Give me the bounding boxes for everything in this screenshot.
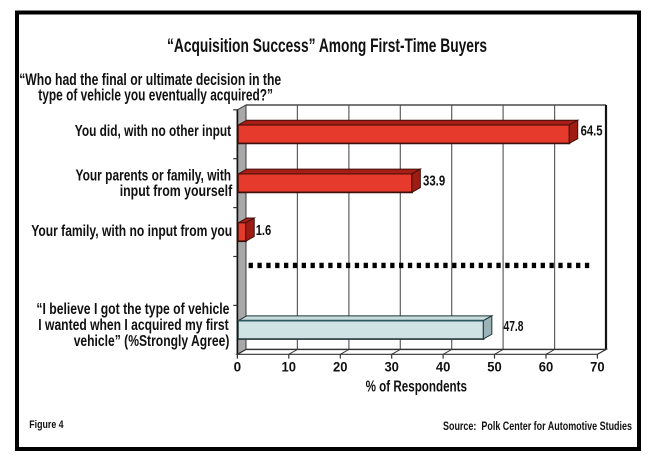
svg-text:“I believe I got the type of v: “I believe I got the type of vehicle: [36, 301, 229, 318]
svg-text:“Who had the final or ultimate: “Who had the final or ultimate decision …: [19, 71, 281, 89]
svg-text:Your parents or family, with: Your parents or family, with: [76, 167, 232, 184]
svg-text:“Acquisition Success” Among Fi: “Acquisition Success” Among First-Time B…: [167, 36, 487, 57]
svg-text:60: 60: [539, 360, 554, 375]
svg-text:64.5: 64.5: [581, 123, 603, 139]
svg-text:Source: Polk Center for Autom: Source: Polk Center for Automotive Studi…: [443, 419, 632, 433]
svg-text:You did, with no other input: You did, with no other input: [75, 123, 231, 140]
svg-text:20: 20: [333, 360, 348, 375]
svg-text:% of Respondents: % of Respondents: [366, 378, 467, 395]
svg-text:Figure 4: Figure 4: [29, 419, 64, 431]
svg-text:vehicle” (%Strongly Agree): vehicle” (%Strongly Agree): [74, 333, 230, 350]
svg-text:40: 40: [436, 360, 451, 375]
svg-text:1.6: 1.6: [256, 223, 272, 239]
svg-text:I wanted when I acquired my fi: I wanted when I acquired my first: [38, 317, 228, 334]
svg-text:0: 0: [234, 360, 242, 375]
svg-text:Your family, with no input fro: Your family, with no input from you: [31, 223, 232, 240]
svg-text:30: 30: [384, 360, 399, 375]
svg-text:50: 50: [487, 360, 502, 375]
svg-text:47.8: 47.8: [504, 319, 524, 335]
svg-text:10: 10: [282, 360, 297, 375]
svg-text:input from yourself: input from yourself: [120, 183, 233, 200]
svg-text:33.9: 33.9: [423, 174, 445, 190]
svg-text:type of vehicle you eventually: type of vehicle you eventually acquired?…: [38, 87, 273, 105]
svg-text:70: 70: [590, 360, 605, 375]
